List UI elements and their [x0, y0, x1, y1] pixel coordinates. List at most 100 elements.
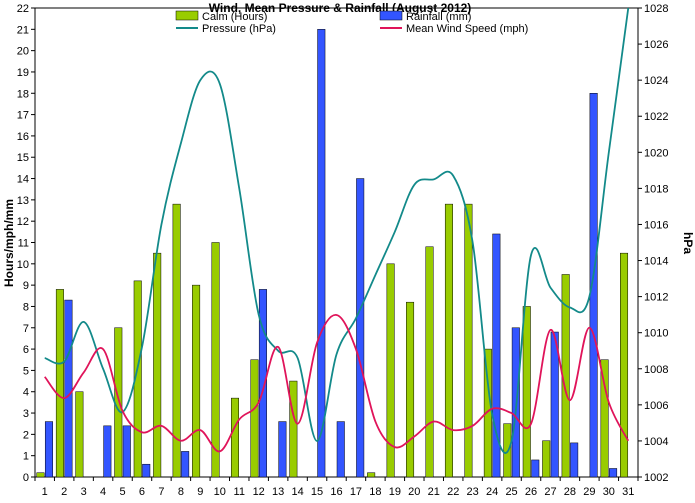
y-left-tick-label: 13	[17, 195, 29, 207]
bar-rainfall	[181, 451, 190, 478]
bar-rainfall	[278, 421, 287, 478]
y-right-tick-label: 1028	[644, 3, 668, 15]
y-right-tick-label: 1018	[644, 183, 668, 195]
y-left-tick-label: 8	[23, 301, 29, 313]
x-tick-label: 8	[178, 486, 184, 498]
bar-calm	[133, 280, 142, 478]
plot-area: 0123456789101112131415161718192021221002…	[17, 3, 669, 498]
plot-frame	[34, 7, 639, 478]
bar-calm	[55, 289, 64, 478]
bar-calm	[192, 284, 201, 478]
bar-rainfall	[609, 468, 618, 478]
y-right-tick-label: 1022	[644, 111, 668, 123]
bar-calm	[75, 391, 84, 478]
y-left-tick-label: 14	[17, 174, 29, 186]
bar-calm	[522, 306, 531, 478]
y-left-tick-label: 6	[23, 344, 29, 356]
bar-calm	[250, 359, 259, 478]
x-tick-label: 3	[81, 486, 87, 498]
y-right-tick-label: 1006	[644, 400, 668, 412]
y-left-tick-label: 10	[17, 259, 29, 271]
x-tick-label: 31	[622, 486, 634, 498]
x-tick-label: 4	[100, 486, 106, 498]
y-left-tick-label: 19	[17, 67, 29, 79]
y-left-tick-label: 5	[23, 365, 29, 377]
x-tick-label: 27	[544, 486, 556, 498]
legend: Calm (Hours) Rainfall (mm) Pressure (hPa) M…	[175, 10, 528, 35]
x-tick-label: 19	[389, 486, 401, 498]
y-axis-left-label: Hours/mph/mm	[2, 199, 16, 287]
bar-calm	[114, 327, 123, 478]
bar-rainfall	[550, 331, 559, 478]
x-tick-label: 20	[408, 486, 420, 498]
legend-label: Rainfall (mm)	[406, 11, 471, 23]
bar-calm	[230, 397, 239, 478]
bar-rainfall	[103, 425, 112, 478]
bar-calm	[289, 380, 298, 478]
y-axis-right-label: hPa	[681, 232, 695, 254]
y-left-tick-label: 21	[17, 24, 29, 36]
legend-label: Calm (Hours)	[202, 11, 267, 23]
x-tick-label: 25	[505, 486, 517, 498]
x-tick-label: 16	[330, 486, 342, 498]
x-tick-label: 28	[564, 486, 576, 498]
y-left-tick-label: 7	[23, 323, 29, 335]
y-left-tick-label: 9	[23, 280, 29, 292]
y-left-tick-label: 1	[23, 451, 29, 463]
x-tick-label: 14	[291, 486, 303, 498]
bar-calm	[172, 203, 181, 478]
y-left-tick-label: 0	[23, 472, 29, 484]
legend-swatch	[379, 10, 403, 21]
x-tick-label: 9	[197, 486, 203, 498]
bar-calm	[444, 203, 453, 478]
bar-calm	[367, 472, 376, 478]
y-left-tick-label: 11	[18, 238, 29, 250]
bar-calm	[620, 252, 629, 478]
x-tick-label: 10	[214, 486, 226, 498]
bar-rainfall	[122, 425, 131, 478]
bar-rainfall	[356, 178, 365, 478]
legend-swatch	[175, 10, 199, 21]
bar-rainfall	[44, 421, 53, 478]
bar-calm	[406, 301, 415, 478]
y-left-tick-label: 22	[17, 3, 29, 15]
x-tick-label: 11	[234, 486, 245, 498]
y-left-tick-label: 17	[17, 110, 29, 122]
y-right-tick-label: 1014	[644, 256, 668, 268]
y-right-tick-label: 1024	[644, 75, 668, 87]
y-left-tick-label: 20	[17, 46, 29, 58]
bar-calm	[36, 472, 45, 478]
x-tick-label: 22	[447, 486, 459, 498]
bar-calm	[503, 423, 512, 478]
pressure-line	[44, 7, 630, 454]
bar-calm	[211, 242, 220, 478]
x-tick-label: 15	[311, 486, 323, 498]
y-left-tick-label: 2	[23, 429, 29, 441]
x-tick-label: 18	[369, 486, 381, 498]
x-tick-label: 7	[158, 486, 164, 498]
x-tick-label: 24	[486, 486, 498, 498]
y-right-tick-label: 1016	[644, 219, 668, 231]
bar-calm	[464, 203, 473, 478]
legend-label: Mean Wind Speed (mph)	[406, 23, 528, 35]
y-right-tick-label: 1002	[644, 472, 668, 484]
x-tick-label: 2	[61, 486, 67, 498]
x-tick-label: 5	[119, 486, 125, 498]
y-right-tick-label: 1008	[644, 364, 668, 376]
y-left-tick-label: 15	[17, 152, 29, 164]
bar-rainfall	[142, 463, 151, 478]
x-tick-label: 12	[253, 486, 265, 498]
y-right-tick-label: 1012	[644, 292, 668, 304]
x-tick-label: 21	[428, 486, 440, 498]
legend-label: Pressure (hPa)	[202, 23, 276, 35]
y-left-tick-label: 16	[17, 131, 29, 143]
x-tick-label: 23	[467, 486, 479, 498]
y-right-tick-label: 1004	[644, 436, 668, 448]
x-tick-label: 1	[42, 486, 48, 498]
bar-rainfall	[336, 421, 345, 478]
x-tick-label: 26	[525, 486, 537, 498]
bar-rainfall	[570, 442, 579, 478]
bar-rainfall	[64, 299, 73, 478]
